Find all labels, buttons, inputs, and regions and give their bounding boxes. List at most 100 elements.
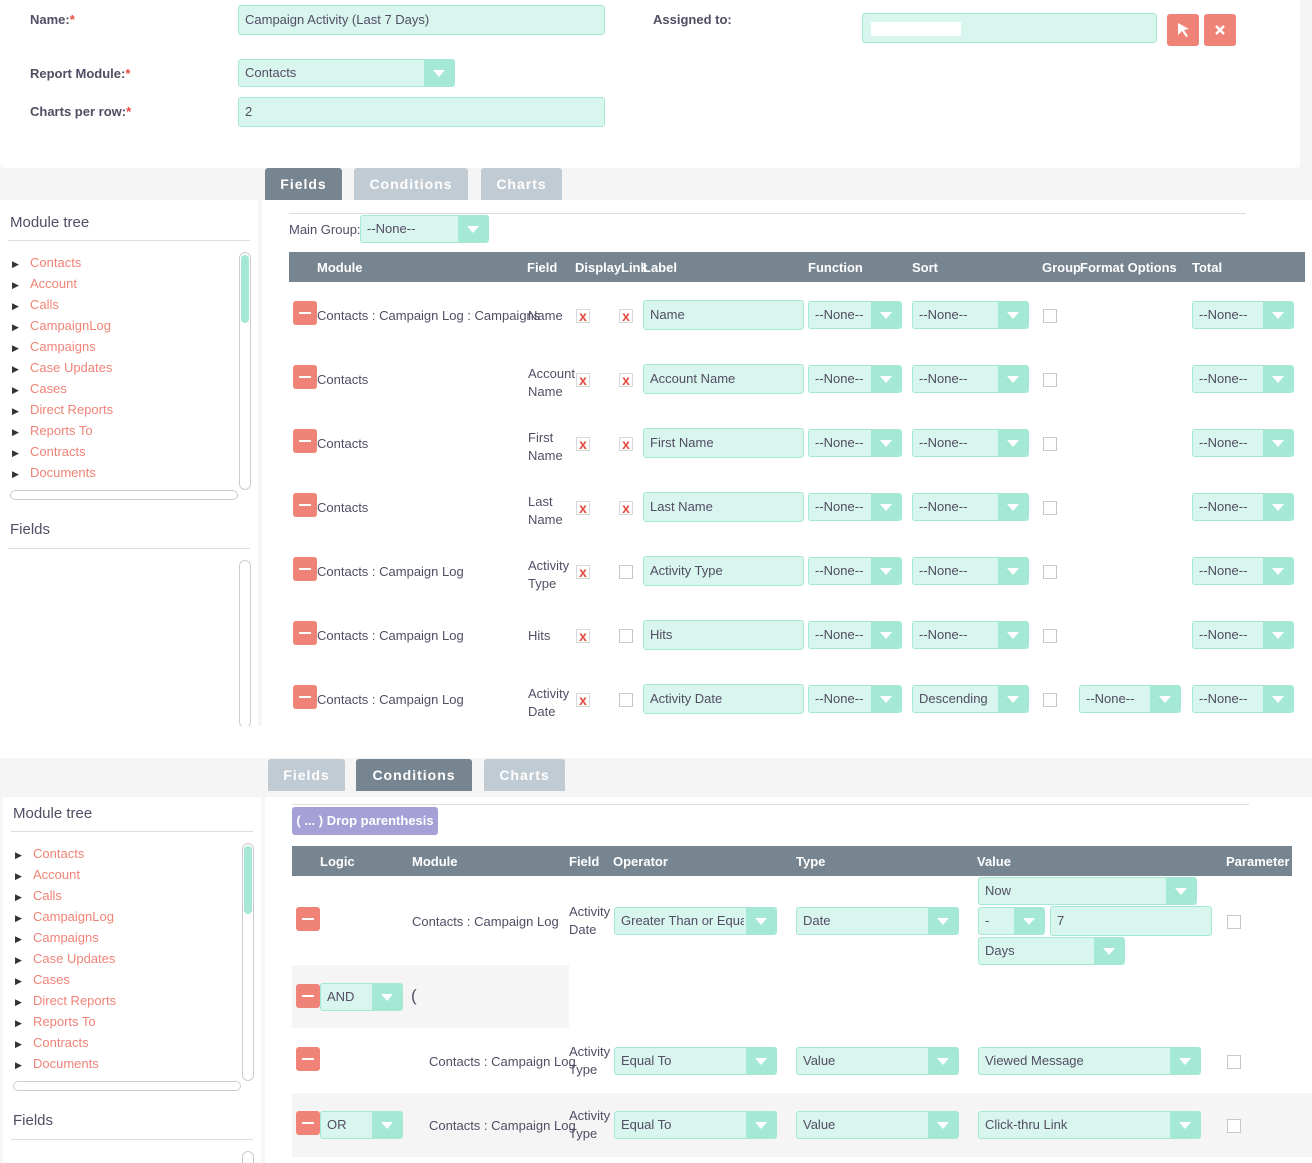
- expand-triangle-icon[interactable]: ▶: [12, 406, 19, 416]
- main-group-select[interactable]: --None--: [360, 215, 489, 243]
- display-checkbox[interactable]: x: [576, 309, 590, 323]
- expand-triangle-icon[interactable]: ▶: [12, 427, 19, 437]
- tab-fields-2[interactable]: Fields: [268, 759, 345, 791]
- parameter-checkbox-2[interactable]: [1227, 1055, 1241, 1069]
- link-checkbox[interactable]: x: [619, 437, 633, 451]
- group-checkbox[interactable]: [1043, 565, 1057, 579]
- tree-item[interactable]: ▶ Calls: [12, 294, 237, 315]
- display-checkbox[interactable]: x: [576, 437, 590, 451]
- tree-item-label[interactable]: Contracts: [30, 444, 86, 459]
- remove-field-button[interactable]: [293, 301, 317, 325]
- total-select[interactable]: --None--: [1192, 429, 1294, 457]
- field-label-input[interactable]: Activity Date: [643, 684, 804, 714]
- remove-field-button[interactable]: [293, 365, 317, 389]
- sort-select[interactable]: --None--: [912, 621, 1029, 649]
- tree-item[interactable]: ▶ Cases: [12, 378, 237, 399]
- parameter-checkbox[interactable]: [1227, 915, 1241, 929]
- sort-select[interactable]: Descending: [912, 685, 1029, 713]
- value-select-3[interactable]: Click-thru Link: [978, 1111, 1201, 1139]
- remove-field-button[interactable]: [293, 557, 317, 581]
- tree-item-label[interactable]: CampaignLog: [30, 318, 111, 333]
- display-checkbox[interactable]: x: [576, 501, 590, 515]
- expand-triangle-icon[interactable]: ▶: [12, 259, 19, 269]
- type-select[interactable]: Date: [796, 907, 959, 935]
- format-select[interactable]: --None--: [1079, 685, 1181, 713]
- tree-item[interactable]: ▶ Account: [12, 273, 237, 294]
- tree-item-label[interactable]: Account: [33, 867, 80, 882]
- tree-item-label[interactable]: Cases: [33, 972, 70, 987]
- display-checkbox[interactable]: x: [576, 629, 590, 643]
- link-checkbox[interactable]: x: [619, 309, 633, 323]
- link-checkbox[interactable]: [619, 693, 633, 707]
- tree-item[interactable]: ▶ Contracts: [12, 441, 237, 462]
- function-select[interactable]: --None--: [808, 621, 902, 649]
- tree-scrollbar[interactable]: [239, 252, 251, 490]
- tree-item-label[interactable]: Documents: [30, 465, 96, 480]
- tree-item[interactable]: ▶ Reports To: [15, 1011, 240, 1032]
- function-select[interactable]: --None--: [808, 429, 902, 457]
- tree-item-label[interactable]: Case Updates: [33, 951, 116, 966]
- operator-select[interactable]: Greater Than or Equal To: [614, 907, 777, 935]
- field-label-input[interactable]: Last Name: [643, 492, 804, 522]
- tree-item-label[interactable]: Direct Reports: [33, 993, 117, 1008]
- tree-item[interactable]: ▶ Documents: [12, 462, 237, 483]
- total-select[interactable]: --None--: [1192, 621, 1294, 649]
- field-label-input[interactable]: Account Name: [643, 364, 804, 394]
- sort-select[interactable]: --None--: [912, 429, 1029, 457]
- expand-triangle-icon[interactable]: ▶: [15, 913, 22, 923]
- sort-select[interactable]: --None--: [912, 493, 1029, 521]
- tree-item[interactable]: ▶ Documents: [15, 1053, 240, 1074]
- remove-field-button[interactable]: [293, 621, 317, 645]
- tree-scrollbar-2[interactable]: [242, 843, 254, 1081]
- tree-item[interactable]: ▶ Reports To: [12, 420, 237, 441]
- name-input[interactable]: Campaign Activity (Last 7 Days): [238, 5, 605, 35]
- link-checkbox[interactable]: x: [619, 373, 633, 387]
- expand-triangle-icon[interactable]: ▶: [12, 343, 19, 353]
- tree-item[interactable]: ▶ Account: [15, 864, 240, 885]
- tree-item[interactable]: ▶ Campaigns: [15, 927, 240, 948]
- type-select-3[interactable]: Value: [796, 1111, 959, 1139]
- tab-charts-2[interactable]: Charts: [484, 759, 565, 791]
- function-select[interactable]: --None--: [808, 365, 902, 393]
- remove-field-button[interactable]: [293, 429, 317, 453]
- tree-item-label[interactable]: Contacts: [33, 846, 85, 861]
- expand-triangle-icon[interactable]: ▶: [15, 934, 22, 944]
- function-select[interactable]: --None--: [808, 685, 902, 713]
- value-select-2[interactable]: Viewed Message: [978, 1047, 1201, 1075]
- value-unit-select[interactable]: Days: [978, 937, 1125, 965]
- link-checkbox[interactable]: [619, 565, 633, 579]
- field-label-input[interactable]: Name: [643, 300, 804, 330]
- function-select[interactable]: --None--: [808, 493, 902, 521]
- value-number-input[interactable]: 7: [1050, 906, 1212, 936]
- remove-condition-button[interactable]: [296, 907, 320, 931]
- operator-select-2[interactable]: Equal To: [614, 1047, 777, 1075]
- remove-condition-button-2[interactable]: [296, 1047, 320, 1071]
- operator-select-3[interactable]: Equal To: [614, 1111, 777, 1139]
- tree-hscrollbar[interactable]: [10, 490, 238, 500]
- tree-item[interactable]: ▶ Cases: [15, 969, 240, 990]
- logic-select-and[interactable]: AND: [320, 983, 403, 1011]
- tree-item[interactable]: ▶ Direct Reports: [15, 990, 240, 1011]
- tree-hscrollbar-2[interactable]: [13, 1081, 241, 1091]
- expand-triangle-icon[interactable]: ▶: [15, 1039, 22, 1049]
- expand-triangle-icon[interactable]: ▶: [15, 976, 22, 986]
- sort-select[interactable]: --None--: [912, 301, 1029, 329]
- value-now-select[interactable]: Now: [978, 877, 1197, 905]
- tree-item-label[interactable]: Reports To: [30, 423, 93, 438]
- expand-triangle-icon[interactable]: ▶: [12, 280, 19, 290]
- expand-triangle-icon[interactable]: ▶: [12, 385, 19, 395]
- remove-parenthesis-button[interactable]: [296, 984, 320, 1008]
- field-label-input[interactable]: First Name: [643, 428, 804, 458]
- total-select[interactable]: --None--: [1192, 557, 1294, 585]
- display-checkbox[interactable]: x: [576, 693, 590, 707]
- group-checkbox[interactable]: [1043, 437, 1057, 451]
- group-checkbox[interactable]: [1043, 373, 1057, 387]
- tree-item[interactable]: ▶ Case Updates: [12, 357, 237, 378]
- group-checkbox[interactable]: [1043, 501, 1057, 515]
- field-label-input[interactable]: Activity Type: [643, 556, 804, 586]
- total-select[interactable]: --None--: [1192, 685, 1294, 713]
- tree-item-label[interactable]: Campaigns: [30, 339, 96, 354]
- fields-scrollbar[interactable]: [239, 560, 251, 728]
- tab-conditions[interactable]: Conditions: [354, 168, 468, 200]
- tab-charts[interactable]: Charts: [481, 168, 562, 200]
